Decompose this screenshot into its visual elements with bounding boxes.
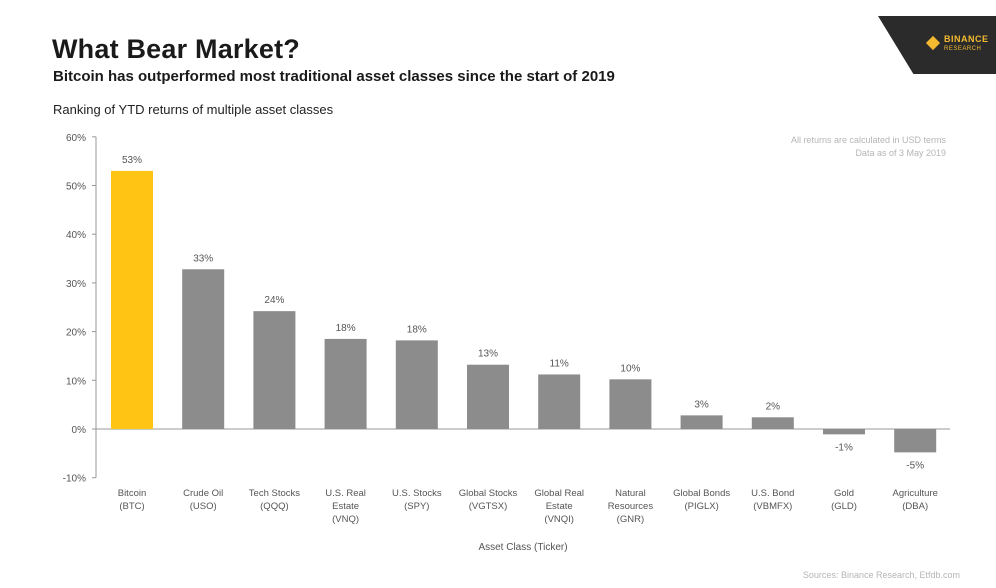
x-tick-label: Agriculture <box>892 488 937 499</box>
x-tick-label: Global Real <box>534 488 584 499</box>
chart-notes: All returns are calculated in USD terms … <box>791 134 946 160</box>
x-tick-label: (PIGLX) <box>684 501 718 512</box>
x-tick-label: (VGTSX) <box>469 501 508 512</box>
y-tick-label: -10% <box>63 474 86 485</box>
bar-value-label: 13% <box>478 349 498 360</box>
bar-value-label: 18% <box>407 324 427 335</box>
bar <box>751 417 794 429</box>
bar <box>680 415 723 429</box>
bar-value-label: -1% <box>835 442 853 453</box>
sources-note: Sources: Binance Research, Etfdb.com <box>802 570 960 580</box>
bar-value-label: 18% <box>336 323 356 334</box>
section-label: Ranking of YTD returns of multiple asset… <box>53 102 334 117</box>
x-tick-label: (VNQ) <box>332 514 359 525</box>
brand-sub: RESEARCH <box>944 46 982 52</box>
bar <box>253 311 296 429</box>
y-tick-label: 50% <box>66 182 86 193</box>
y-tick-label: 0% <box>72 425 87 436</box>
bar <box>823 429 865 435</box>
x-tick-label: Bitcoin <box>118 488 147 499</box>
bar-value-label: 3% <box>694 399 709 410</box>
bar-value-label: 2% <box>766 401 781 412</box>
x-tick-label: (VNQI) <box>544 514 574 525</box>
bar <box>324 338 367 429</box>
x-tick-label: (GLD) <box>831 501 857 512</box>
x-tick-label: (DBA) <box>902 501 928 512</box>
x-tick-label: Natural <box>615 488 646 499</box>
x-tick-label: (VBMFX) <box>753 501 792 512</box>
y-tick-label: 10% <box>66 376 86 387</box>
y-tick-label: 40% <box>66 230 86 241</box>
bar-value-label: 33% <box>193 253 213 264</box>
note-date: Data as of 3 May 2019 <box>855 148 946 158</box>
x-axis-title: Asset Class (Ticker) <box>478 542 567 553</box>
x-tick-label: (GNR) <box>617 514 644 525</box>
note-currency: All returns are calculated in USD terms <box>790 135 946 145</box>
bar <box>894 429 937 453</box>
x-tick-label: Crude Oil <box>183 488 223 499</box>
y-tick-label: 30% <box>66 279 86 290</box>
y-tick-label: 60% <box>66 133 86 144</box>
bar <box>395 340 438 429</box>
chart-subtitle: Bitcoin has outperformed most traditiona… <box>53 68 615 85</box>
bar-value-label: 11% <box>550 358 569 369</box>
x-tick-label: U.S. Real <box>325 488 366 499</box>
y-tick-label: 20% <box>66 328 86 339</box>
x-tick-label: (USO) <box>190 501 217 512</box>
bar <box>609 379 652 429</box>
x-tick-label: U.S. Stocks <box>392 488 442 499</box>
x-tick-label: U.S. Bond <box>751 488 794 499</box>
bar-value-label: 24% <box>264 295 284 306</box>
x-tick-label: Tech Stocks <box>249 488 300 499</box>
bar-value-label: 53% <box>122 155 142 166</box>
brand-name: BINANCE <box>944 34 989 44</box>
x-tick-label: Estate <box>546 501 573 512</box>
bar <box>111 170 153 429</box>
bar <box>182 269 225 429</box>
bar <box>538 374 581 429</box>
bar-value-label: 10% <box>620 363 640 374</box>
x-tick-label: Global Bonds <box>673 488 730 499</box>
chart-title: What Bear Market? <box>52 34 300 64</box>
bar <box>467 364 509 429</box>
bar-value-label: -5% <box>906 460 924 471</box>
x-tick-label: Global Stocks <box>459 488 518 499</box>
x-tick-label: (QQQ) <box>260 501 289 512</box>
x-tick-label: Gold <box>834 488 854 499</box>
x-tick-label: Estate <box>332 501 359 512</box>
x-tick-label: (BTC) <box>119 501 144 512</box>
x-tick-label: (SPY) <box>404 501 429 512</box>
x-tick-label: Resources <box>608 501 654 512</box>
